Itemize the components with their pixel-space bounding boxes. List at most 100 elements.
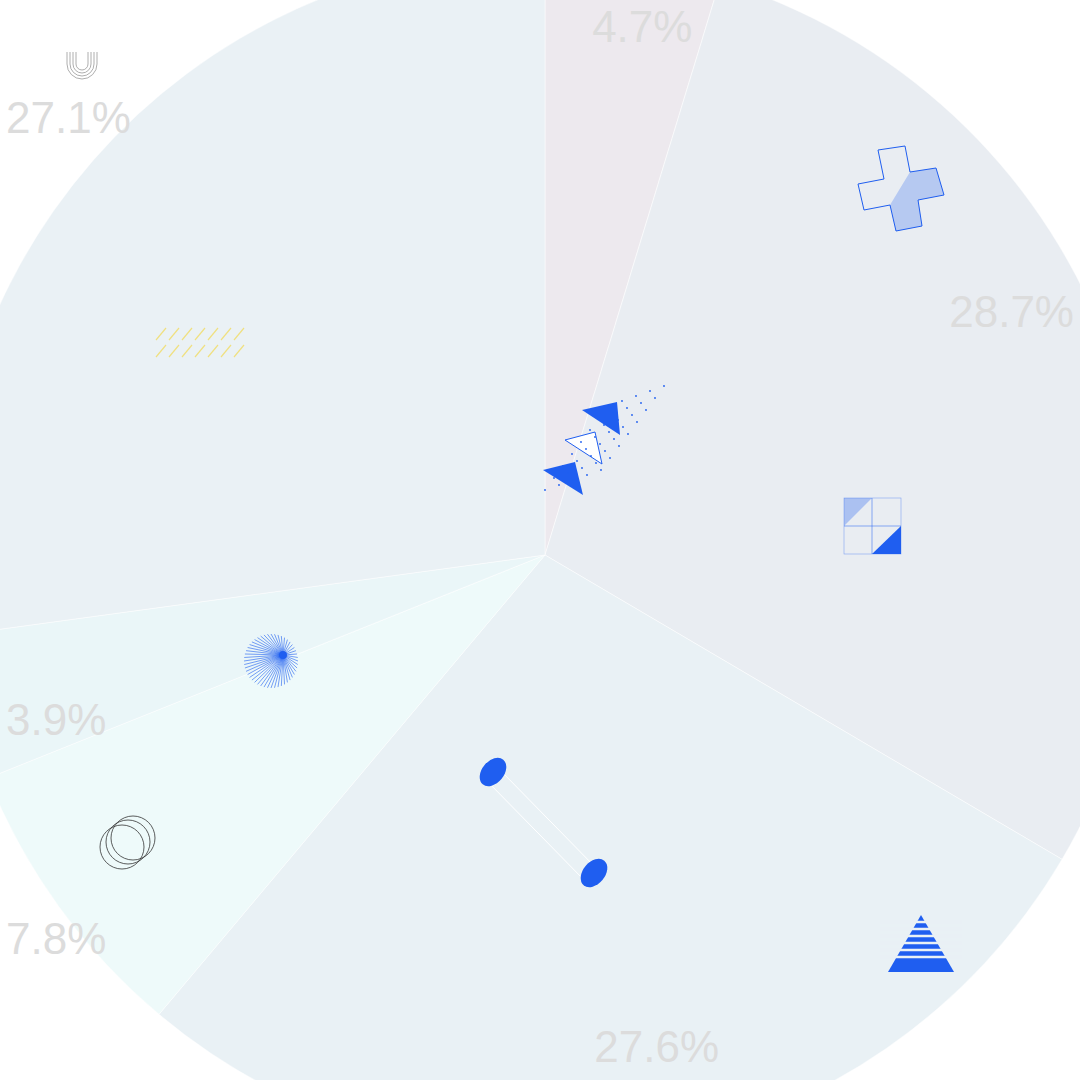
burst-ray [250,655,283,677]
hatch [221,328,231,340]
hatch [195,345,205,357]
dot [567,472,569,474]
dot [544,489,546,491]
dot [613,438,615,440]
arc-icon [67,52,97,79]
dot [663,385,665,387]
dot [627,433,629,435]
arc-icon [70,52,94,76]
dot [604,450,606,452]
tri-stripe [880,921,962,924]
tri-small [543,462,583,495]
burst-ray [283,655,285,684]
pill-line [500,770,600,872]
data-label: 28.7% [949,287,1074,336]
hatch [169,345,179,357]
grid-icon [844,498,901,554]
burst-ray [246,655,283,671]
tri-stripe [880,949,962,952]
burst-ray [244,655,283,665]
dot [622,426,624,428]
dot [595,462,597,464]
hatch [208,345,218,357]
dot [645,409,647,411]
dot [600,469,602,471]
dot [612,412,614,414]
tri-small [582,402,620,435]
dot [576,460,578,462]
data-label: 27.1% [6,93,131,142]
dot [608,431,610,433]
data-label: 7.8% [6,914,106,963]
dot [585,448,587,450]
burst-ray [261,636,283,655]
dot [607,405,609,407]
hatch [195,328,205,340]
dot [586,474,588,476]
dot [580,441,582,443]
dot [598,417,600,419]
hatch [169,328,179,340]
tri-stripe [880,956,962,959]
pill-end [575,854,612,893]
dot [618,445,620,447]
dot [654,397,656,399]
burst-center [279,651,287,659]
burst-ray [264,635,283,655]
grid-line [844,526,901,527]
tri-stripe [880,935,962,938]
dot [640,402,642,404]
chart: 4.7% 28.7% 27.6% 7.8% 3.9% 27.1% [0,0,1080,1080]
dot [649,390,651,392]
dot [553,477,555,479]
hatch [208,328,218,340]
hatch [234,345,244,357]
decorations [67,52,962,972]
dot [609,457,611,459]
burst-ray [244,655,283,661]
grid-tri [844,498,872,526]
slices [0,0,1080,1080]
tri-stripe [880,942,962,945]
dot [571,453,573,455]
arc-icon [73,52,91,73]
data-label: 4.7% [592,2,692,51]
dot [626,407,628,409]
dot [631,414,633,416]
pie-slice [0,0,545,636]
hatch [156,328,166,340]
burst-ray [255,655,283,682]
hatch [182,328,192,340]
dot [636,421,638,423]
pill-end [474,753,511,792]
data-label: 3.9% [6,695,106,744]
dot [562,465,564,467]
dot [590,455,592,457]
dot [635,395,637,397]
tri-stripe [880,928,962,931]
grid-tri [872,526,901,554]
dot [558,484,560,486]
burst-ray [244,655,283,657]
tri-small [565,432,602,464]
dot [589,429,591,431]
burst-ray [245,655,283,668]
dot [581,467,583,469]
hatch [156,345,166,357]
data-label: 27.6% [594,1022,719,1071]
hatch [234,328,244,340]
pill-line [486,780,586,882]
dot [599,443,601,445]
dot [594,436,596,438]
burst-ray [264,655,283,687]
data-labels: 4.7% 28.7% 27.6% 7.8% 3.9% 27.1% [6,2,1074,1071]
dot [617,419,619,421]
cross-icon [858,146,944,231]
arc-icon [76,52,88,70]
dot [621,400,623,402]
ring [111,816,155,860]
dot [572,479,574,481]
cross-fill [890,168,944,231]
dot [603,424,605,426]
hatch [221,345,231,357]
